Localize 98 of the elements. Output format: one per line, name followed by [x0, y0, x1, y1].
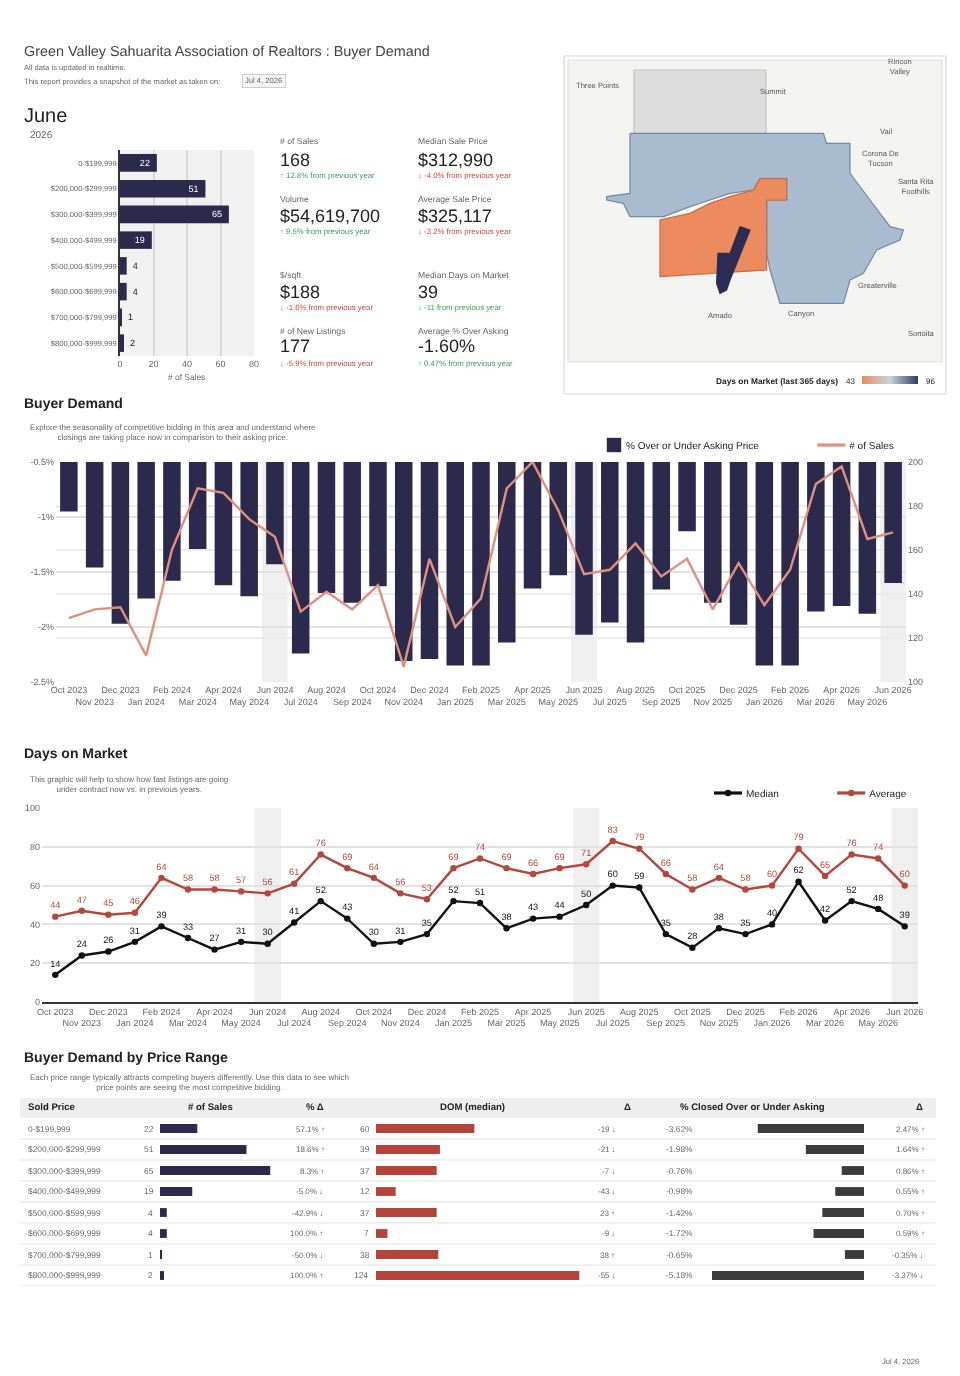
bar: [120, 231, 152, 249]
point: [821, 917, 829, 924]
text: $54,619,700: [280, 206, 381, 226]
point: [874, 905, 882, 913]
point: [582, 861, 590, 868]
point: [78, 952, 86, 959]
point: [662, 870, 670, 878]
point: [290, 880, 298, 887]
text: 168: [280, 150, 311, 170]
point: [344, 864, 351, 872]
point: [370, 874, 378, 882]
point: [742, 886, 749, 893]
bar: [376, 1229, 388, 1238]
point: [237, 938, 245, 946]
bar: [120, 257, 127, 275]
bar: [160, 1124, 198, 1133]
point: [529, 870, 537, 878]
point: [848, 897, 855, 905]
point: [636, 845, 643, 852]
point: [237, 888, 245, 895]
point: [52, 971, 59, 979]
line-series: [52, 878, 908, 979]
point: [397, 938, 404, 946]
point: [450, 897, 457, 905]
point: [423, 895, 431, 903]
text: 39: [418, 282, 439, 302]
point: [211, 886, 218, 893]
point: [370, 940, 378, 947]
point: [476, 855, 484, 862]
bar: [376, 1250, 439, 1259]
point: [901, 923, 908, 930]
text: $188: [280, 282, 321, 302]
point: [450, 864, 457, 872]
point: [556, 913, 563, 920]
point: [264, 940, 271, 947]
point: [397, 890, 404, 897]
point: [184, 886, 192, 893]
point: [423, 930, 431, 938]
point: [636, 884, 643, 891]
point: [556, 864, 563, 872]
point: [848, 851, 855, 858]
point: [78, 907, 86, 915]
point: [768, 921, 776, 928]
point: [131, 938, 139, 946]
point: [52, 913, 59, 920]
point: [131, 909, 139, 916]
point: [689, 944, 696, 951]
point: [662, 930, 670, 938]
point: [211, 946, 218, 953]
point: [317, 851, 324, 858]
bar: [376, 1166, 437, 1175]
point: [795, 878, 802, 885]
point: [768, 882, 776, 889]
bar: [376, 1187, 396, 1196]
point: [609, 882, 616, 889]
text: $312,990: [418, 150, 494, 170]
point: [742, 930, 749, 938]
bar: [160, 1145, 247, 1154]
text: -1.60%: [418, 336, 476, 356]
point: [264, 890, 271, 897]
bar: [376, 1271, 580, 1280]
bar: [376, 1124, 475, 1133]
point: [874, 855, 882, 862]
point: [795, 845, 802, 852]
point: [105, 911, 112, 918]
point: [901, 882, 908, 889]
point: [609, 837, 616, 845]
line-series: [52, 837, 908, 920]
point: [529, 915, 537, 922]
point: [476, 899, 484, 907]
bar: [376, 1145, 440, 1154]
point: [715, 925, 723, 932]
point: [715, 874, 723, 882]
point: [503, 864, 510, 872]
chart-title: June: [24, 106, 69, 128]
point: [821, 872, 829, 880]
point: [290, 919, 298, 926]
bar: [120, 154, 157, 172]
point: [158, 923, 165, 930]
bar: [120, 282, 127, 301]
bar: [160, 1229, 167, 1238]
point: [105, 948, 112, 955]
point: [344, 915, 351, 922]
bar: [120, 179, 206, 198]
point: [582, 901, 590, 909]
bar: [376, 1208, 437, 1217]
point: [689, 886, 696, 893]
point: [317, 897, 324, 905]
text: $325,117: [418, 206, 492, 226]
point: [184, 934, 192, 942]
bar: [160, 1208, 167, 1217]
point: [158, 874, 165, 882]
bar: [120, 205, 229, 224]
line-series: [67, 462, 895, 668]
bar: [160, 1166, 271, 1175]
bar: [160, 1187, 193, 1196]
point: [503, 925, 510, 932]
text: 177: [280, 336, 311, 356]
